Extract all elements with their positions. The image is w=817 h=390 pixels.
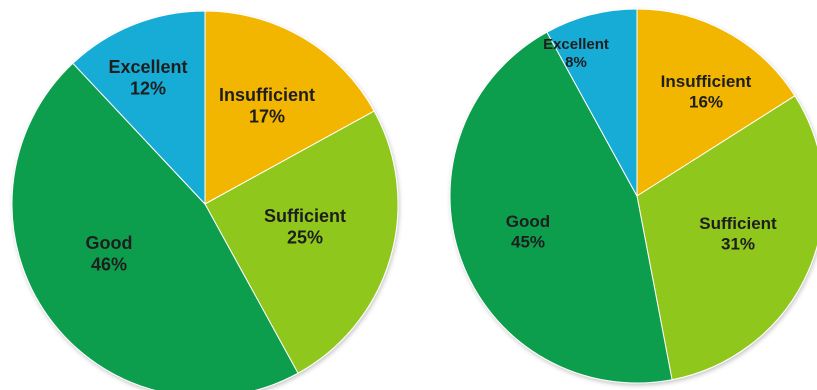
pie-slice-good xyxy=(11,62,299,390)
slice-label-excellent: Excellent 12% xyxy=(108,57,187,99)
slice-percent-label: 16% xyxy=(689,92,723,111)
pie-slice-insufficient xyxy=(636,8,796,197)
slice-category-label: Insufficient xyxy=(219,85,315,105)
pie-chart-1 xyxy=(11,10,399,390)
slice-percent-label: 45% xyxy=(511,232,545,251)
pie-chart-2 xyxy=(449,8,817,384)
slice-label-good: Good 45% xyxy=(506,212,550,251)
slice-label-insufficient: Insufficient 16% xyxy=(661,72,752,111)
slice-category-label: Excellent xyxy=(108,57,187,77)
slice-category-label: Sufficient xyxy=(699,214,777,233)
slice-percent-label: 12% xyxy=(130,79,166,99)
slice-category-label: Good xyxy=(506,212,550,231)
slice-label-insufficient: Insufficient 17% xyxy=(219,85,315,127)
slice-label-sufficient: Sufficient 25% xyxy=(264,206,346,248)
pie-slice-excellent xyxy=(72,10,206,206)
slice-percent-label: 8% xyxy=(565,54,587,71)
slice-percent-label: 46% xyxy=(91,255,127,275)
pie-slice-excellent xyxy=(546,8,638,197)
slice-percent-label: 25% xyxy=(287,228,323,248)
pie-slice-sufficient xyxy=(636,95,817,381)
pie-slice-insufficient xyxy=(204,10,375,205)
slice-percent-label: 17% xyxy=(249,107,285,127)
slice-category-label: Sufficient xyxy=(264,206,346,226)
slice-label-good: Good 46% xyxy=(86,233,133,275)
pie-labels-2: Insufficient 16% Sufficient 31% Good 45% Excel… xyxy=(506,36,777,253)
pie-labels-1: Insufficient 17% Sufficient 25% Good 46% Excel… xyxy=(86,57,347,275)
pie-slice-sufficient xyxy=(204,110,399,374)
slice-label-sufficient: Sufficient 31% xyxy=(699,214,777,253)
pie-slice-good xyxy=(449,31,673,384)
slice-category-label: Insufficient xyxy=(661,72,752,91)
slice-category-label: Good xyxy=(86,233,133,253)
slice-category-label: Excellent xyxy=(543,36,609,53)
slice-percent-label: 31% xyxy=(721,234,755,253)
slice-label-excellent: Excellent 8% xyxy=(543,36,609,71)
